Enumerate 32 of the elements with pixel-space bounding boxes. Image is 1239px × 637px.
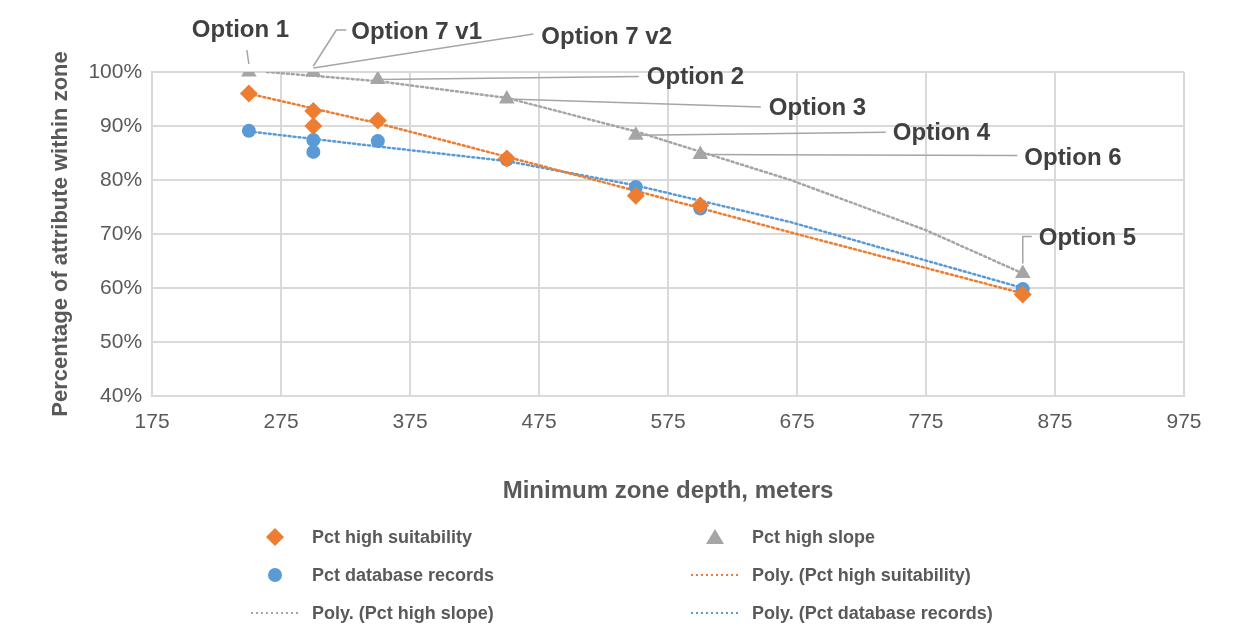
x-tick-label: 475	[521, 409, 557, 433]
x-tick-label: 775	[908, 409, 944, 433]
legend-label: Pct high suitability	[312, 526, 473, 548]
x-tick-label: 175	[134, 409, 170, 433]
y-axis-title: Percentage of attribute within zone	[47, 51, 73, 417]
y-tick-label: 90%	[100, 112, 143, 136]
annotation: Option 1	[191, 14, 290, 42]
legend-label: Pct high slope	[752, 526, 876, 548]
x-tick-label: 575	[650, 409, 686, 433]
y-tick-label: 40%	[100, 382, 143, 406]
y-tick-label: 60%	[100, 274, 143, 298]
y-tick-label: 80%	[100, 166, 143, 190]
annotation: Option 2	[646, 62, 745, 90]
y-tick-label: 100%	[88, 58, 143, 82]
x-axis-title: Minimum zone depth, meters	[502, 476, 834, 504]
x-tick-label: 275	[263, 409, 299, 433]
y-tick-label: 70%	[100, 220, 143, 244]
x-tick-label: 375	[392, 409, 428, 433]
legend-label: Poly. (Pct database records)	[752, 602, 993, 624]
annotation: Option 7 v1	[351, 16, 483, 44]
annotation: Option 6	[1024, 143, 1122, 171]
x-tick-label: 875	[1037, 409, 1073, 433]
legend-label: Poly. (Pct high suitability)	[752, 564, 971, 586]
legend-label: Poly. (Pct high slope)	[312, 602, 494, 624]
x-tick-label: 675	[779, 409, 815, 433]
y-tick-label: 50%	[100, 328, 143, 352]
annotation: Option 3	[768, 92, 867, 120]
annotation: Option 5	[1038, 223, 1137, 251]
x-tick-label: 975	[1166, 409, 1202, 433]
annotation: Option 4	[892, 117, 991, 145]
annotation: Option 7 v2	[541, 21, 673, 49]
legend-label: Pct database records	[312, 564, 495, 586]
